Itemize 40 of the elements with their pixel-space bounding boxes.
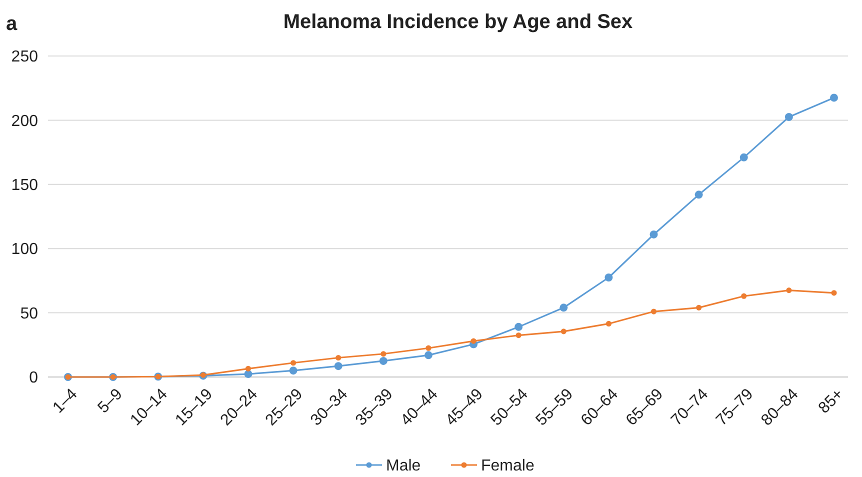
point <box>786 288 792 294</box>
point <box>606 320 612 327</box>
chart-title: Melanoma Incidence by Age and Sex <box>283 11 633 33</box>
point <box>784 112 793 121</box>
point <box>650 230 658 238</box>
point <box>740 153 748 162</box>
point <box>244 370 252 378</box>
point <box>560 328 566 334</box>
y-tick-label: 250 <box>11 48 38 66</box>
x-tick-label: 5–9 <box>94 386 126 417</box>
point <box>289 366 298 375</box>
point <box>560 304 568 312</box>
y-tick-label: 0 <box>29 370 38 387</box>
point <box>516 332 522 338</box>
point <box>334 362 342 370</box>
text: a <box>6 13 18 35</box>
point <box>650 308 657 314</box>
point <box>426 345 432 351</box>
point <box>245 366 252 372</box>
point <box>741 293 747 299</box>
x-tick-label: 1–4 <box>50 386 81 417</box>
legend-label: Male <box>386 458 421 475</box>
y-tick-label: 100 <box>11 241 38 258</box>
x-tick-label: 85+ <box>816 386 847 417</box>
point <box>831 290 837 296</box>
point <box>290 360 296 366</box>
point <box>696 304 702 310</box>
point <box>694 190 703 199</box>
point <box>830 94 838 102</box>
legend-label: Female <box>481 458 534 475</box>
y-tick-label: 200 <box>11 112 38 130</box>
point <box>336 354 342 361</box>
point <box>380 351 386 357</box>
y-tick-label: 50 <box>20 305 38 322</box>
point <box>604 273 613 282</box>
point <box>379 356 388 365</box>
y-tick-label: 150 <box>11 177 38 194</box>
point <box>424 351 432 360</box>
point <box>470 338 476 344</box>
point <box>514 322 523 331</box>
